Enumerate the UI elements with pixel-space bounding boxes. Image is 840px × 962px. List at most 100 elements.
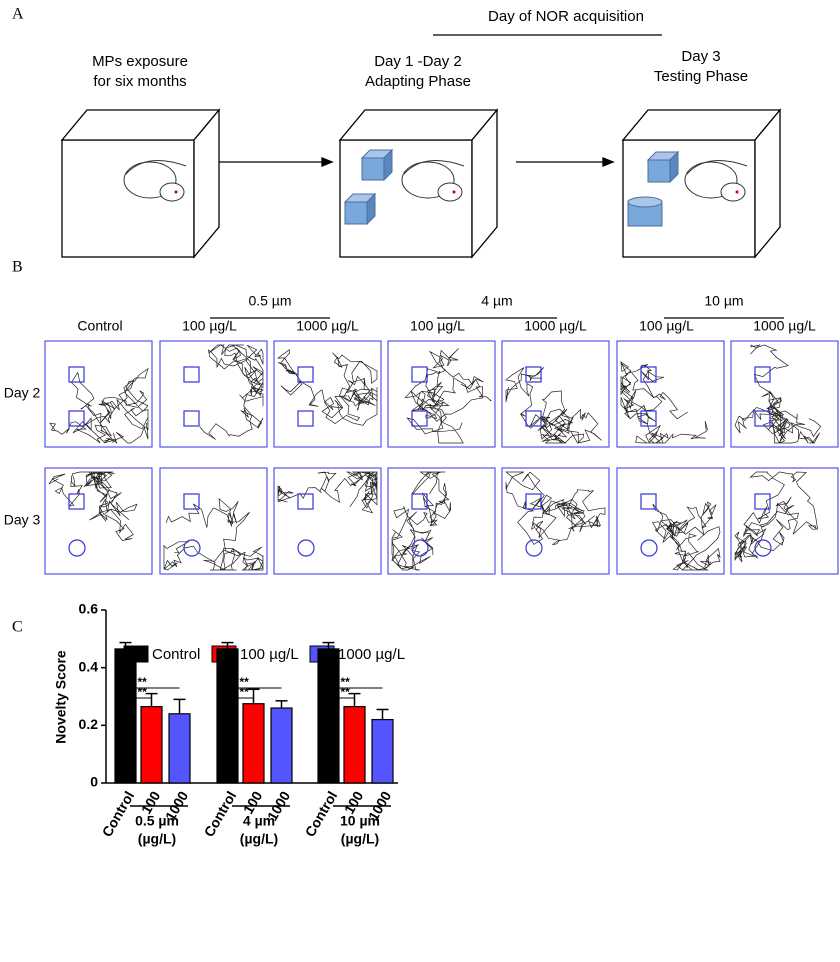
label: 0.5 µm bbox=[248, 293, 291, 309]
bar bbox=[216, 648, 239, 784]
mouse-eye bbox=[174, 190, 178, 194]
bar-label: Control bbox=[302, 788, 341, 839]
cylinder-top bbox=[627, 196, 663, 208]
label: 10 µm bbox=[704, 293, 743, 309]
legend-label: Control bbox=[152, 646, 200, 663]
mouse-tail bbox=[403, 160, 465, 175]
object-square bbox=[68, 410, 85, 427]
group-unit: (µg/L) bbox=[240, 831, 278, 847]
trajectory bbox=[391, 471, 452, 571]
object-square bbox=[640, 493, 657, 510]
trajectory bbox=[620, 361, 709, 444]
object-square bbox=[525, 366, 542, 383]
arena bbox=[159, 467, 268, 575]
bar-label: Control bbox=[201, 788, 240, 839]
trajectory bbox=[277, 471, 378, 514]
object-circle bbox=[68, 539, 86, 557]
object-square bbox=[640, 366, 657, 383]
object-square bbox=[525, 410, 542, 427]
cage-top bbox=[621, 109, 782, 141]
object-circle bbox=[754, 539, 772, 557]
significance-label: ** bbox=[240, 685, 250, 699]
significance-label: ** bbox=[341, 685, 351, 699]
mouse-tail bbox=[125, 160, 187, 175]
stage-text: Adapting Phase bbox=[365, 73, 471, 90]
group-unit: (µg/L) bbox=[138, 831, 176, 847]
trajectory bbox=[49, 367, 149, 445]
stage-text: Day 1 -Day 2 bbox=[374, 53, 462, 70]
object-circle bbox=[411, 539, 429, 557]
bar bbox=[168, 713, 191, 784]
arena bbox=[273, 467, 382, 575]
bar-label: Control bbox=[99, 788, 138, 839]
cage-side bbox=[471, 108, 498, 259]
mouse-head bbox=[720, 182, 746, 202]
bar bbox=[242, 703, 265, 784]
object-square bbox=[68, 493, 85, 510]
y-axis-label: Novelty Score bbox=[53, 650, 69, 744]
object-square bbox=[297, 493, 314, 510]
panel-label: A bbox=[12, 6, 24, 23]
label: 100 µg/L bbox=[182, 318, 237, 334]
object-square bbox=[525, 493, 542, 510]
bar bbox=[114, 648, 137, 784]
object-square bbox=[183, 366, 200, 383]
stage-text: Testing Phase bbox=[654, 68, 748, 85]
object-square bbox=[183, 493, 200, 510]
object-square bbox=[411, 410, 428, 427]
arena bbox=[501, 340, 610, 448]
cube bbox=[383, 148, 393, 182]
cage-side bbox=[193, 108, 220, 259]
arena bbox=[44, 340, 153, 448]
group-unit: (µg/L) bbox=[341, 831, 379, 847]
y-tick-label: 0 bbox=[90, 774, 98, 790]
object-square bbox=[754, 493, 771, 510]
stage-text: Day 3 bbox=[681, 48, 720, 65]
cage-side bbox=[754, 108, 781, 259]
significance-label: ** bbox=[138, 685, 148, 699]
panel-label: B bbox=[12, 259, 23, 276]
cages bbox=[60, 108, 782, 259]
arena bbox=[387, 467, 496, 575]
trajectory bbox=[734, 344, 822, 444]
mouse-head bbox=[159, 182, 185, 202]
group-label: 0.5 µm bbox=[135, 813, 179, 829]
object-circle bbox=[297, 539, 315, 557]
stage-text: for six months bbox=[93, 73, 186, 90]
y-tick-label: 0.2 bbox=[79, 716, 99, 732]
y-tick-label: 0.6 bbox=[79, 601, 99, 617]
label: 1000 µg/L bbox=[524, 318, 587, 334]
object-square bbox=[183, 410, 200, 427]
trajectory bbox=[505, 367, 602, 444]
object-circle bbox=[525, 539, 543, 557]
mouse-eye bbox=[452, 190, 456, 194]
bar bbox=[140, 705, 163, 784]
object-square bbox=[297, 410, 314, 427]
arena bbox=[159, 340, 268, 448]
significance-label: ** bbox=[240, 675, 250, 689]
cube bbox=[669, 150, 679, 184]
bar bbox=[371, 718, 394, 784]
bar bbox=[343, 705, 366, 784]
trajectory bbox=[163, 497, 264, 571]
object-square bbox=[411, 366, 428, 383]
bar bbox=[317, 648, 340, 784]
mouse-eye bbox=[735, 190, 739, 194]
mouse-tail bbox=[686, 160, 748, 175]
trajectory bbox=[404, 348, 492, 444]
label: 1000 µg/L bbox=[296, 318, 359, 334]
label: 4 µm bbox=[481, 293, 512, 309]
arena bbox=[501, 467, 610, 575]
label: Control bbox=[77, 318, 122, 334]
legend-label: 1000 µg/L bbox=[338, 646, 405, 663]
object-square bbox=[754, 410, 771, 427]
cube bbox=[366, 192, 376, 226]
arrows bbox=[216, 157, 615, 167]
bar bbox=[270, 707, 293, 784]
cage-top bbox=[60, 109, 221, 141]
trajectory bbox=[199, 344, 265, 440]
trajectory bbox=[276, 349, 378, 426]
cube bbox=[344, 201, 368, 225]
cube bbox=[647, 159, 671, 183]
group-label: 10 µm bbox=[340, 813, 380, 829]
